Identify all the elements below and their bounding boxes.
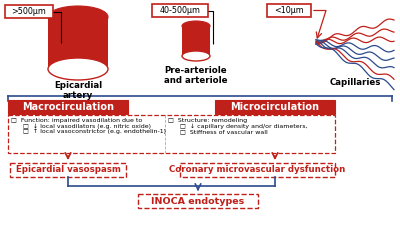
Text: Pre-arteriole
and arteriole: Pre-arteriole and arteriole (164, 66, 228, 85)
Ellipse shape (48, 6, 108, 28)
Text: Epicardial
artery: Epicardial artery (54, 81, 102, 100)
Polygon shape (48, 17, 108, 69)
Ellipse shape (58, 62, 98, 76)
Text: Microcirculation: Microcirculation (230, 102, 320, 112)
Text: □  ↓ capillary density and/or diameters,: □ ↓ capillary density and/or diameters, (170, 124, 308, 129)
Ellipse shape (182, 51, 210, 61)
Text: Coronary microvascular dysfunction: Coronary microvascular dysfunction (169, 165, 346, 175)
FancyBboxPatch shape (138, 194, 258, 208)
Text: <10μm: <10μm (274, 6, 304, 15)
Ellipse shape (187, 53, 205, 59)
FancyBboxPatch shape (152, 4, 208, 17)
Text: □  ↑ local vasoconstrictor (e.g. endothelin-1): □ ↑ local vasoconstrictor (e.g. endothel… (13, 129, 166, 134)
FancyBboxPatch shape (267, 4, 311, 17)
FancyBboxPatch shape (8, 115, 335, 153)
Text: □  Function: impaired vasodilation due to: □ Function: impaired vasodilation due to (11, 118, 142, 123)
Text: □  Stiffness of vascular wall: □ Stiffness of vascular wall (170, 129, 268, 134)
Text: >500μm: >500μm (12, 7, 46, 16)
Text: □  ↓ local vasodilators (e.g. nitric oxide): □ ↓ local vasodilators (e.g. nitric oxid… (13, 124, 151, 129)
Ellipse shape (48, 58, 108, 80)
Text: INOCA endotypes: INOCA endotypes (151, 196, 245, 205)
FancyBboxPatch shape (215, 100, 335, 114)
Text: Epicardial vasospasm: Epicardial vasospasm (16, 165, 120, 175)
Polygon shape (182, 26, 210, 56)
Text: □  Structure: remodeling: □ Structure: remodeling (168, 118, 247, 123)
Text: Capillaries: Capillaries (329, 78, 381, 87)
FancyBboxPatch shape (8, 100, 128, 114)
Text: Macrocirculation: Macrocirculation (22, 102, 114, 112)
FancyBboxPatch shape (180, 163, 335, 177)
Ellipse shape (182, 21, 210, 31)
Text: 40-500μm: 40-500μm (160, 6, 200, 15)
FancyBboxPatch shape (10, 163, 126, 177)
FancyBboxPatch shape (5, 5, 53, 18)
